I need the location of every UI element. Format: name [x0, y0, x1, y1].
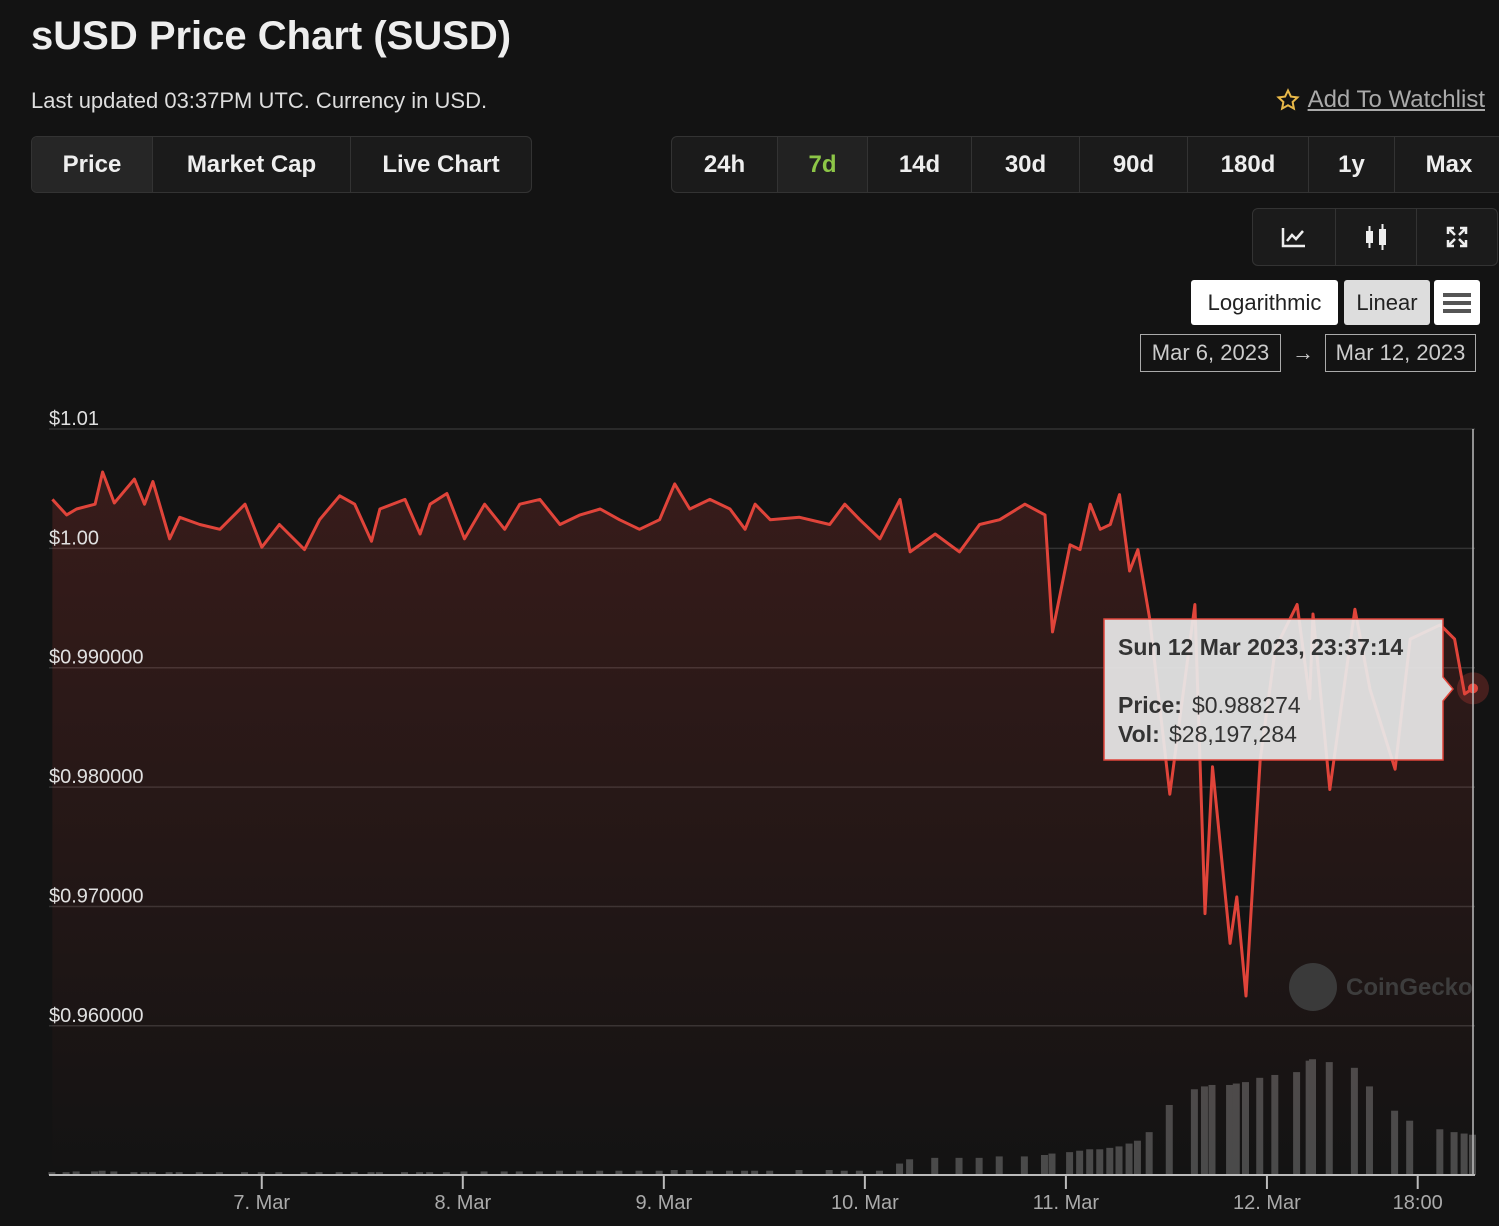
y-tick-label: $0.980000 [49, 766, 144, 788]
range-button[interactable]: 14d [868, 137, 972, 192]
date-from[interactable]: Mar 6, 2023 [1140, 334, 1281, 372]
range-button[interactable]: 180d [1188, 137, 1309, 192]
watchlist-link[interactable]: Add To Watchlist [1275, 86, 1485, 114]
x-tick-label: 9. Mar [635, 1192, 692, 1214]
linear-button[interactable]: Linear [1344, 280, 1430, 325]
range-button[interactable]: 7d [778, 137, 868, 192]
star-icon [1275, 88, 1300, 111]
range-button[interactable]: 30d [972, 137, 1080, 192]
tab-group: Price Market Cap Live Chart [31, 136, 532, 193]
menu-button[interactable] [1434, 280, 1480, 325]
tab[interactable]: Price [32, 137, 153, 192]
x-tick-label: 7. Mar [233, 1192, 290, 1214]
tooltip-title: Sun 12 Mar 2023, 23:37:14 [1118, 634, 1403, 660]
range-group: 24h 7d 14d 30d 90d 180d 1y Max [671, 136, 1499, 193]
log-button[interactable]: Logarithmic [1191, 280, 1338, 325]
fullscreen-button[interactable] [1417, 209, 1497, 265]
chart-type-group [1252, 208, 1498, 266]
range-button[interactable]: Max [1425, 150, 1473, 178]
date-arrow: → [1292, 340, 1314, 365]
date-to[interactable]: Mar 12, 2023 [1325, 334, 1476, 372]
tooltip-price-label: Price: [1118, 692, 1182, 718]
x-tick-label: 18:00 [1393, 1192, 1443, 1214]
y-tick-label: $1.00 [49, 527, 99, 549]
range-button[interactable]: 1y [1309, 137, 1395, 192]
x-tick-label: 11. Mar [1033, 1192, 1100, 1214]
line-icon [1281, 228, 1305, 248]
line-chart-button[interactable] [1253, 209, 1336, 265]
y-tick-label: $1.01 [49, 408, 99, 430]
x-tick-label: 8. Mar [434, 1192, 491, 1214]
expand-icon [1446, 226, 1468, 248]
watchlist-text: Add To Watchlist [1307, 86, 1485, 113]
x-tick-label: 12. Mar [1233, 1192, 1301, 1214]
tab[interactable]: Market Cap [153, 137, 351, 192]
range-button[interactable]: 90d [1080, 137, 1188, 192]
menu-icon [1443, 292, 1471, 313]
watermark: CoinGecko [1346, 974, 1473, 1001]
candlestick-button[interactable] [1336, 209, 1417, 265]
y-tick-label: $0.960000 [49, 1005, 144, 1027]
price-line [51, 470, 1474, 998]
page-title: sUSD Price Chart (SUSD) [31, 14, 512, 58]
watermark-logo [1289, 963, 1337, 1011]
tooltip-price: $0.988274 [1192, 692, 1301, 718]
y-tick-label: $0.990000 [49, 647, 144, 669]
tab[interactable]: Live Chart [382, 150, 500, 178]
tooltip-box [1103, 618, 1454, 761]
subtitle: Last updated 03:37PM UTC. Currency in US… [31, 88, 488, 113]
x-tick-label: 10. Mar [831, 1192, 899, 1214]
candle-icon [1366, 224, 1386, 250]
y-tick-label: $0.970000 [49, 885, 144, 907]
price-area [52, 472, 1474, 1175]
tooltip-vol-label: Vol: [1118, 721, 1160, 747]
range-button[interactable]: 24h [672, 137, 778, 192]
tooltip-vol: $28,197,284 [1169, 721, 1297, 747]
volume-bar [48, 1172, 56, 1175]
